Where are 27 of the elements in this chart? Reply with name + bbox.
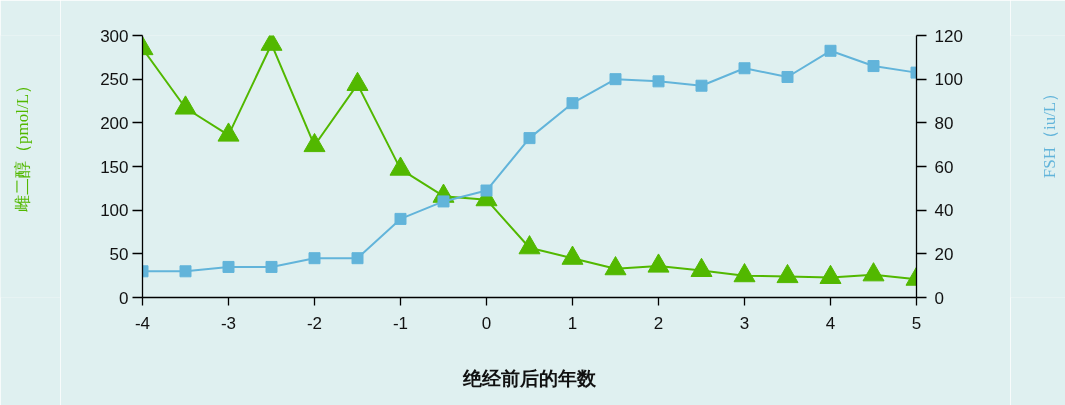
y2-axis-title: FSH（iu/L） bbox=[1040, 84, 1059, 179]
y-tick-label: 50 bbox=[109, 244, 129, 264]
y-axis-title: 雌二醇（pmol/L） bbox=[13, 76, 32, 213]
x-tick-label: 5 bbox=[911, 313, 922, 333]
x-tick-label: 0 bbox=[481, 313, 492, 333]
y2-tick-label: 100 bbox=[934, 70, 963, 90]
y-tick-label: 250 bbox=[100, 70, 129, 90]
y2-tick-label: 80 bbox=[934, 113, 954, 133]
y2-tick-label: 40 bbox=[934, 201, 954, 221]
x-tick-label: -3 bbox=[220, 313, 237, 333]
x-tick-label: -2 bbox=[306, 313, 323, 333]
y2-tick-label: 0 bbox=[934, 288, 944, 308]
y-tick-label: 100 bbox=[100, 201, 129, 221]
y2-tick-label: 120 bbox=[934, 26, 963, 46]
y2-tick-label: 60 bbox=[934, 157, 954, 177]
y-tick-label: 200 bbox=[100, 113, 129, 133]
y-tick-label: 150 bbox=[100, 157, 129, 177]
x-tick-label: -4 bbox=[134, 313, 151, 333]
y-tick-label: 0 bbox=[119, 288, 129, 308]
y2-tick-label: 20 bbox=[934, 244, 954, 264]
x-tick-label: 3 bbox=[739, 313, 750, 333]
x-axis-title: 绝经前后的年数 bbox=[462, 367, 597, 389]
y-tick-label: 300 bbox=[100, 26, 129, 46]
x-tick-label: 1 bbox=[567, 313, 578, 333]
x-tick-label: 2 bbox=[653, 313, 664, 333]
x-tick-label: -1 bbox=[392, 313, 409, 333]
x-tick-label: 4 bbox=[825, 313, 836, 333]
